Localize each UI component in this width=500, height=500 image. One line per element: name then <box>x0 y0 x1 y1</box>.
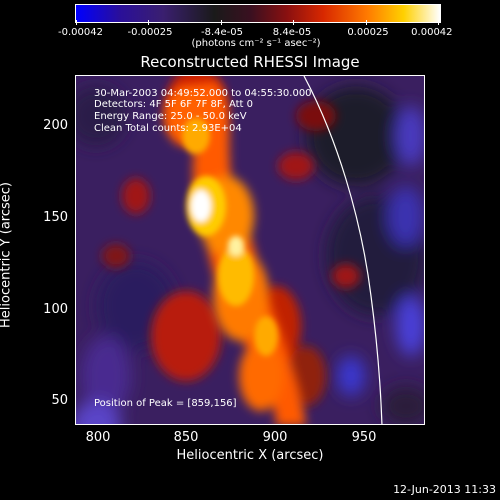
colorbar-label: -0.00025 <box>127 27 173 38</box>
colorbar <box>75 4 441 23</box>
colorbar-tick <box>148 20 149 25</box>
colorbar-units: (photons cm⁻² s⁻¹ asec⁻²) <box>191 38 321 49</box>
colorbar-label: -0.00042 <box>58 27 103 38</box>
colorbar-tick <box>293 20 294 25</box>
colorbar-label: 0.00042 <box>411 27 453 38</box>
y-tick-label: 200 <box>43 118 68 133</box>
colorbar-label: 0.00025 <box>347 27 389 38</box>
detectors-info: Detectors: 4F 5F 6F 7F 8F, Att 0 <box>94 99 254 110</box>
x-tick-label: 900 <box>262 430 288 445</box>
hxr-map <box>76 76 424 424</box>
x-axis-label: Heliocentric X (arcsec) <box>176 448 324 463</box>
time-range: 30-Mar-2003 04:49:52.000 to 04:55:30.000 <box>94 88 312 99</box>
clean-total-counts: Clean Total counts: 2.93E+04 <box>94 123 242 134</box>
colorbar-tick <box>366 20 367 25</box>
colorbar-tick <box>221 20 222 25</box>
timestamp: 12-Jun-2013 11:33 <box>393 483 496 496</box>
x-tick-label: 800 <box>85 430 111 445</box>
y-axis-label: Heliocentric Y (arcsec) <box>0 182 14 328</box>
x-tick-label: 950 <box>351 430 377 445</box>
colorbar-tick <box>438 20 439 25</box>
solar-limb-line <box>303 76 383 424</box>
y-tick-label: 150 <box>43 210 68 225</box>
image-title: Reconstructed RHESSI Image <box>140 53 360 71</box>
solar-image-panel: 30-Mar-2003 04:49:52.000 to 04:55:30.000… <box>75 75 425 425</box>
y-tick-label: 50 <box>51 393 68 408</box>
colorbar-label: -8.4e-05 <box>201 27 243 38</box>
peak-position: Position of Peak = [859,156] <box>94 398 237 409</box>
colorbar-label: 8.4e-05 <box>272 27 312 38</box>
energy-range: Energy Range: 25.0 - 50.0 keV <box>94 111 247 122</box>
y-tick-label: 100 <box>43 302 68 317</box>
colorbar-tick <box>76 20 77 25</box>
x-tick-label: 850 <box>173 430 199 445</box>
